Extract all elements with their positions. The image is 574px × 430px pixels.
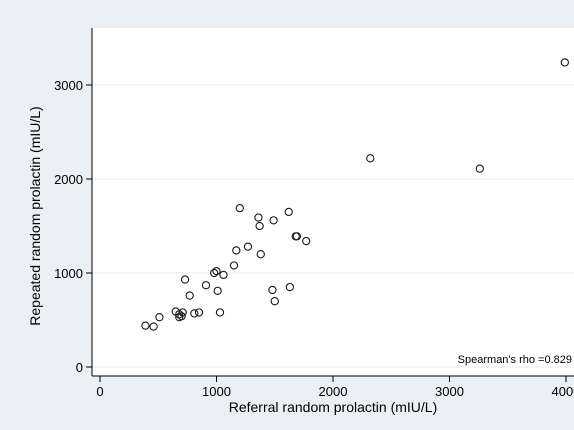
data-point [366,154,375,163]
x-axis-ticks: 0 1000 2000 3000 4000 [96,376,574,399]
x-axis-title: Referral random prolactin (mIU/L) [229,399,438,415]
data-point [194,308,204,317]
data-point [560,58,569,67]
gridlines [92,84,574,368]
plot-background [92,28,574,376]
x-tick-label-1000: 1000 [202,384,231,399]
data-point [177,312,186,321]
x-tick-label-2000: 2000 [319,384,348,399]
y-tick-label-1000: 1000 [54,266,83,281]
data-point [210,268,219,278]
data-point [201,281,211,290]
data-point [213,286,222,296]
spearman-annotation: Spearman's rho =0.829 [458,354,572,366]
data-point [180,275,190,284]
x-tick-label-3000: 3000 [435,384,464,399]
data-point [141,321,150,330]
data-point [268,285,277,295]
data-points [141,58,569,331]
y-axis-ticks: 0 1000 2000 3000 [54,78,92,375]
y-tick-label-2000: 2000 [54,172,83,187]
x-tick-label-0: 0 [96,384,103,399]
data-point [284,207,293,217]
data-point [212,266,221,276]
y-axis-title: Repeated random prolactin (mIU/L) [27,106,43,325]
data-point [185,291,194,300]
y-tick-label-3000: 3000 [54,78,83,93]
data-point [475,164,484,173]
data-point [285,282,295,292]
data-point [235,203,244,213]
data-point [232,246,241,255]
data-point [254,213,263,222]
data-point [215,308,225,317]
data-point [155,313,164,322]
data-point [243,242,253,251]
data-point [190,309,199,318]
data-point [270,297,279,306]
data-point [256,250,265,259]
data-point [178,308,187,317]
y-tick-label-0: 0 [76,360,83,375]
data-point [292,232,302,241]
data-point [269,216,278,225]
data-point [219,270,228,280]
data-point [149,322,158,331]
data-point [255,221,264,231]
x-tick-label-4000: 4000 [552,384,574,399]
data-point [229,261,239,270]
data-point [302,236,311,246]
